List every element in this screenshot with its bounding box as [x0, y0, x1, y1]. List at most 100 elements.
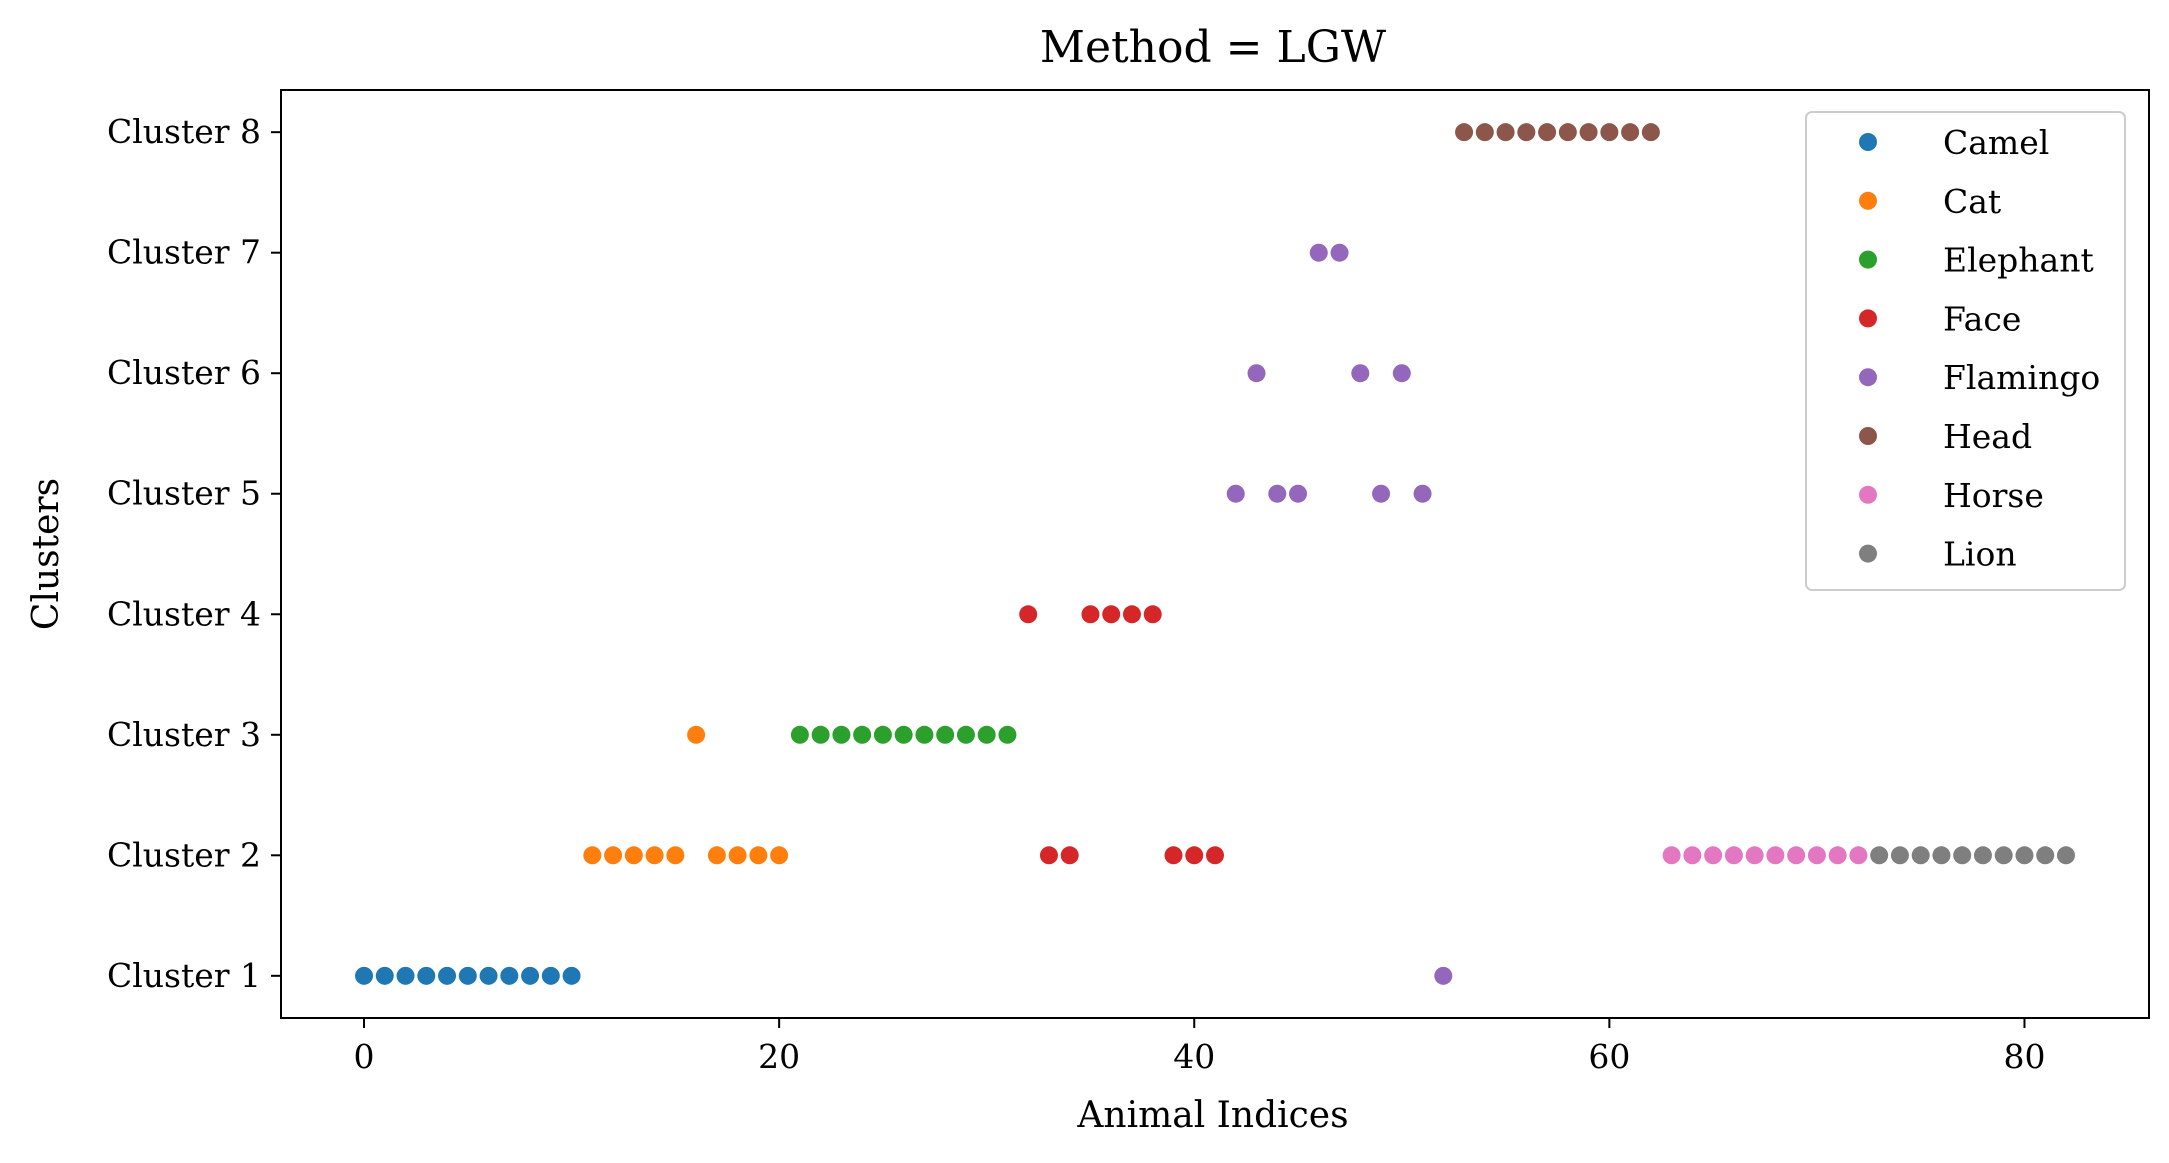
chart-title: Method = LGW [1040, 22, 1387, 73]
data-point-flamingo [1392, 364, 1411, 383]
data-point-horse [1766, 846, 1785, 865]
y-tick-label: Cluster 7 [107, 233, 261, 272]
legend-marker-elephant [1859, 250, 1877, 269]
data-point-horse [1849, 846, 1868, 865]
data-point-cat [770, 846, 789, 865]
data-point-lion [1932, 846, 1951, 865]
legend-marker-head [1859, 427, 1877, 445]
legend: Camel Cat Elephant Face Flamingo Head Horse Lio… [1805, 111, 2126, 591]
y-tick-label: Cluster 3 [107, 715, 261, 754]
legend-marker-flamingo [1859, 368, 1877, 387]
data-point-head [1455, 123, 1474, 142]
y-axis-label: Clusters [26, 478, 67, 630]
y-tick-label: Cluster 4 [107, 594, 261, 633]
y-axis-ticks: Cluster 1 Cluster 2 Cluster 3 Cluster 4 Clus… [107, 112, 281, 995]
data-point-horse [1807, 846, 1826, 865]
data-point-cat [666, 846, 685, 865]
data-point-head [1496, 123, 1515, 142]
data-point-head [1517, 123, 1536, 142]
data-point-head [1558, 123, 1577, 142]
data-point-camel [541, 966, 560, 985]
x-axis-ticks: 0 20 40 60 80 [354, 1018, 2045, 1076]
legend-label-lion: Lion [1943, 535, 2017, 574]
y-tick-label: Cluster 8 [107, 112, 261, 151]
data-point-camel [438, 966, 457, 985]
data-point-elephant [853, 725, 872, 744]
data-point-horse [1683, 846, 1702, 865]
data-point-cat [604, 846, 623, 865]
data-point-cat [624, 846, 643, 865]
data-point-head [1621, 123, 1640, 142]
legend-items: Camel Cat Elephant Face Flamingo Head Horse Lio… [1859, 123, 2100, 574]
data-point-camel [479, 966, 498, 985]
legend-label-face: Face [1943, 299, 2021, 338]
data-point-lion [1870, 846, 1889, 865]
data-point-cat [749, 846, 768, 865]
data-point-head [1475, 123, 1494, 142]
data-point-flamingo [1413, 484, 1432, 503]
data-point-elephant [956, 725, 975, 744]
data-point-lion [1953, 846, 1972, 865]
data-point-lion [1973, 846, 1992, 865]
data-point-face [1206, 846, 1224, 865]
legend-marker-lion [1859, 544, 1877, 563]
plot-frame [280, 89, 2150, 1019]
legend-label-head: Head [1943, 417, 2032, 456]
data-point-flamingo [1351, 364, 1370, 383]
x-tick-label: 80 [2003, 1037, 2045, 1076]
data-point-face [1039, 846, 1058, 865]
data-point-flamingo [1247, 364, 1266, 383]
y-tick-label: Cluster 5 [107, 474, 261, 513]
data-point-lion [2056, 846, 2075, 865]
data-point-horse [1745, 846, 1764, 865]
data-point-lion [2036, 846, 2055, 865]
data-point-elephant [790, 725, 809, 744]
legend-marker-cat [1859, 191, 1877, 210]
data-point-camel [396, 966, 415, 985]
data-point-camel [417, 966, 436, 985]
data-point-cat [728, 846, 747, 865]
data-point-face [1122, 605, 1141, 624]
data-point-flamingo [1309, 243, 1328, 262]
data-point-camel [562, 966, 581, 985]
data-point-lion [1911, 846, 1930, 865]
data-point-camel [458, 966, 477, 985]
data-point-flamingo [1434, 966, 1453, 985]
data-point-face [1185, 846, 1204, 865]
data-point-camel [375, 966, 394, 985]
data-point-elephant [998, 725, 1017, 744]
data-point-head [1600, 123, 1619, 142]
data-point-cat [645, 846, 664, 865]
data-points [355, 123, 2075, 985]
data-point-elephant [977, 725, 996, 744]
data-point-elephant [873, 725, 892, 744]
data-point-face [1102, 605, 1121, 624]
x-axis-label: Animal Indices [1076, 1095, 1348, 1136]
data-point-elephant [936, 725, 955, 744]
data-point-face [1143, 605, 1162, 624]
legend-marker-camel [1859, 133, 1877, 151]
data-point-elephant [915, 725, 934, 744]
x-tick-label: 60 [1588, 1037, 1630, 1076]
x-tick-label: 0 [354, 1037, 375, 1076]
data-point-face [1060, 846, 1079, 865]
legend-marker-horse [1859, 485, 1877, 504]
data-point-elephant [811, 725, 830, 744]
legend-box [1805, 111, 2126, 591]
legend-label-horse: Horse [1943, 476, 2044, 515]
data-point-flamingo [1372, 484, 1391, 503]
data-point-head [1579, 123, 1598, 142]
data-point-flamingo [1268, 484, 1287, 503]
data-point-camel [521, 966, 540, 985]
legend-label-camel: Camel [1943, 123, 2049, 162]
legend-label-cat: Cat [1943, 182, 2001, 221]
data-point-horse [1662, 846, 1681, 865]
x-tick-label: 20 [758, 1037, 800, 1076]
y-tick-label: Cluster 2 [107, 835, 261, 874]
data-point-cat [687, 725, 706, 744]
data-point-elephant [894, 725, 913, 744]
data-point-camel [355, 966, 374, 985]
data-point-horse [1787, 846, 1806, 865]
data-point-elephant [832, 725, 851, 744]
